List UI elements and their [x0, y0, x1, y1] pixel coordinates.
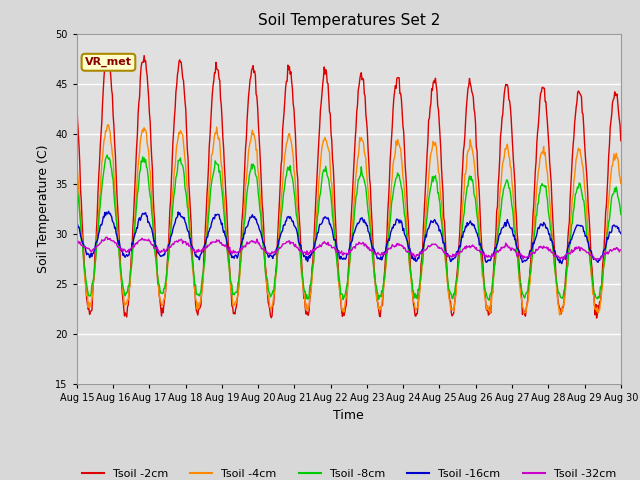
- Text: VR_met: VR_met: [85, 57, 132, 67]
- Tsoil -8cm: [83, 281, 90, 287]
- Tsoil -16cm: [105, 208, 113, 214]
- Tsoil -16cm: [617, 231, 625, 237]
- Tsoil -16cm: [73, 219, 81, 225]
- Tsoil -16cm: [558, 261, 566, 266]
- X-axis label: Time: Time: [333, 408, 364, 421]
- Line: Tsoil -4cm: Tsoil -4cm: [77, 125, 621, 315]
- Tsoil -8cm: [140, 159, 147, 165]
- Tsoil -4cm: [83, 293, 90, 299]
- Tsoil -32cm: [416, 252, 424, 257]
- Tsoil -16cm: [416, 251, 424, 257]
- Tsoil -2cm: [73, 99, 81, 105]
- Tsoil -8cm: [431, 173, 439, 179]
- Tsoil -2cm: [83, 295, 90, 301]
- Title: Soil Temperatures Set 2: Soil Temperatures Set 2: [258, 13, 440, 28]
- Tsoil -32cm: [140, 237, 147, 243]
- Tsoil -16cm: [83, 252, 90, 258]
- Tsoil -4cm: [195, 306, 202, 312]
- Line: Tsoil -32cm: Tsoil -32cm: [77, 237, 621, 260]
- Tsoil -4cm: [104, 122, 111, 128]
- Tsoil -32cm: [195, 247, 202, 252]
- Tsoil -32cm: [431, 241, 439, 247]
- Tsoil -16cm: [195, 254, 202, 260]
- Tsoil -4cm: [223, 245, 231, 251]
- Tsoil -2cm: [593, 315, 600, 321]
- Tsoil -4cm: [140, 129, 147, 135]
- Tsoil -8cm: [485, 298, 493, 303]
- Tsoil -32cm: [593, 257, 600, 263]
- Tsoil -16cm: [223, 243, 231, 249]
- Line: Tsoil -8cm: Tsoil -8cm: [77, 155, 621, 300]
- Tsoil -2cm: [195, 305, 202, 311]
- Tsoil -4cm: [617, 181, 625, 187]
- Tsoil -8cm: [195, 292, 202, 298]
- Tsoil -8cm: [73, 180, 81, 185]
- Tsoil -2cm: [617, 138, 625, 144]
- Tsoil -8cm: [617, 212, 625, 217]
- Tsoil -32cm: [617, 247, 625, 252]
- Tsoil -4cm: [73, 159, 81, 165]
- Tsoil -8cm: [416, 281, 424, 287]
- Tsoil -16cm: [140, 211, 147, 216]
- Tsoil -4cm: [431, 140, 439, 145]
- Tsoil -8cm: [223, 250, 231, 255]
- Tsoil -16cm: [431, 218, 439, 224]
- Tsoil -32cm: [73, 238, 81, 244]
- Line: Tsoil -2cm: Tsoil -2cm: [77, 56, 621, 318]
- Tsoil -32cm: [83, 245, 90, 251]
- Tsoil -2cm: [223, 222, 231, 228]
- Tsoil -32cm: [102, 234, 110, 240]
- Tsoil -32cm: [223, 246, 231, 252]
- Y-axis label: Soil Temperature (C): Soil Temperature (C): [36, 144, 50, 273]
- Tsoil -4cm: [416, 291, 424, 297]
- Tsoil -2cm: [416, 288, 424, 293]
- Tsoil -8cm: [103, 152, 111, 158]
- Tsoil -4cm: [556, 312, 563, 318]
- Tsoil -2cm: [140, 53, 148, 59]
- Tsoil -2cm: [431, 75, 439, 81]
- Tsoil -2cm: [139, 59, 147, 65]
- Line: Tsoil -16cm: Tsoil -16cm: [77, 211, 621, 264]
- Legend: Tsoil -2cm, Tsoil -4cm, Tsoil -8cm, Tsoil -16cm, Tsoil -32cm: Tsoil -2cm, Tsoil -4cm, Tsoil -8cm, Tsoi…: [77, 465, 621, 480]
